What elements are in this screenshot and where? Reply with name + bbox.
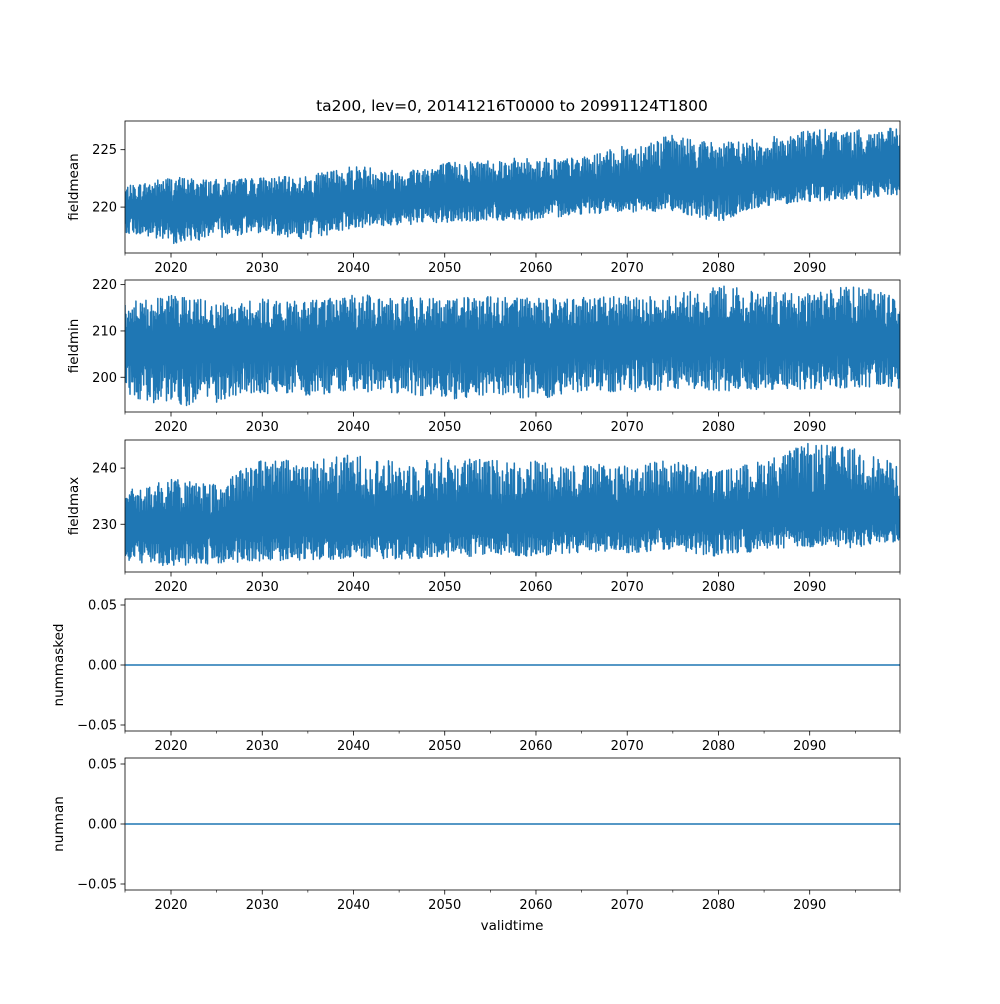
y-tick-label: 230: [92, 518, 117, 533]
x-tick-label: 2070: [611, 420, 644, 435]
x-tick-label: 2040: [337, 420, 370, 435]
x-tick-label: 2030: [246, 580, 279, 595]
x-tick-label: 2020: [154, 261, 187, 276]
x-tick-label: 2020: [154, 739, 187, 754]
panel-numnan: 2020 2030 2040 2050 2060 2070 2080 2090 −0.05 0.0…: [51, 758, 901, 913]
x-tick-label: 2090: [793, 420, 826, 435]
axes-frame: [124, 439, 901, 573]
y-tick-label: 240: [92, 462, 117, 477]
x-tick-label: 2040: [337, 580, 370, 595]
y-tick-label: −0.05: [77, 719, 117, 734]
x-tick-label: 2050: [428, 580, 461, 595]
x-tick-label: 2040: [337, 261, 370, 276]
x-tick-label: 2080: [702, 739, 735, 754]
x-tick-label: 2030: [246, 420, 279, 435]
y-tick-label: 220: [92, 201, 117, 216]
x-tick-label: 2080: [702, 898, 735, 913]
y-tick-label: 0.05: [88, 599, 117, 614]
x-tick-label: 2060: [519, 898, 552, 913]
y-axis-label: fieldmin: [66, 319, 82, 374]
x-tick-label: 2070: [611, 739, 644, 754]
y-tick-label: 225: [92, 143, 117, 158]
x-tick-label: 2090: [793, 580, 826, 595]
axes-frame: [124, 279, 901, 413]
x-tick-label: 2060: [519, 580, 552, 595]
x-tick-label: 2050: [428, 898, 461, 913]
x-tick-label: 2040: [337, 739, 370, 754]
x-tick-label: 2070: [611, 898, 644, 913]
series-line-fieldmean: [125, 127, 900, 245]
x-tick-label: 2050: [428, 739, 461, 754]
panel-fieldmax: 2020 2030 2040 2050 2060 2070 2080 2090 230 240 fi…: [66, 439, 901, 595]
x-tick-label: 2030: [246, 739, 279, 754]
x-tick-label: 2030: [246, 261, 279, 276]
y-tick-label: 0.05: [88, 758, 117, 773]
y-tick-label: 200: [92, 371, 117, 386]
x-tick-label: 2060: [519, 739, 552, 754]
x-tick-label: 2080: [702, 580, 735, 595]
x-tick-label: 2080: [702, 420, 735, 435]
x-tick-label: 2020: [154, 580, 187, 595]
y-axis-label: fieldmax: [66, 477, 82, 536]
x-tick-label: 2050: [428, 420, 461, 435]
x-tick-label: 2020: [154, 898, 187, 913]
x-tick-label: 2090: [793, 898, 826, 913]
series-line-fieldmax: [125, 442, 900, 567]
x-axis-label: validtime: [481, 918, 544, 934]
y-tick-label: 210: [92, 324, 117, 339]
x-tick-label: 2030: [246, 898, 279, 913]
panel-fieldmin: 2020 2030 2040 2050 2060 2070 2080 2090 200 210 22…: [66, 278, 901, 435]
y-axis-label: nummasked: [51, 624, 67, 707]
x-tick-label: 2080: [702, 261, 735, 276]
panel-fieldmean: 2020 2030 2040 2050 2060 2070 2080 2090 220 225 fi…: [66, 120, 901, 276]
y-axis-label: numnan: [51, 796, 67, 852]
x-tick-label: 2090: [793, 739, 826, 754]
axes-frame: [124, 120, 901, 254]
x-tick-label: 2060: [519, 420, 552, 435]
y-tick-label: −0.05: [77, 878, 117, 893]
series-line-fieldmin: [125, 285, 900, 407]
x-tick-label: 2070: [611, 580, 644, 595]
chart-title: ta200, lev=0, 20141216T0000 to 20991124T…: [316, 97, 708, 115]
y-tick-label: 0.00: [88, 818, 117, 833]
x-tick-label: 2050: [428, 261, 461, 276]
y-axis-label: fieldmean: [66, 153, 82, 220]
x-tick-label: 2060: [519, 261, 552, 276]
x-tick-label: 2090: [793, 261, 826, 276]
x-tick-label: 2070: [611, 261, 644, 276]
y-tick-label: 220: [92, 278, 117, 293]
panel-nummasked: 2020 2030 2040 2050 2060 2070 2080 2090 −0.05 0.0…: [51, 599, 901, 754]
x-tick-label: 2040: [337, 898, 370, 913]
x-tick-label: 2020: [154, 420, 187, 435]
y-tick-label: 0.00: [88, 659, 117, 674]
